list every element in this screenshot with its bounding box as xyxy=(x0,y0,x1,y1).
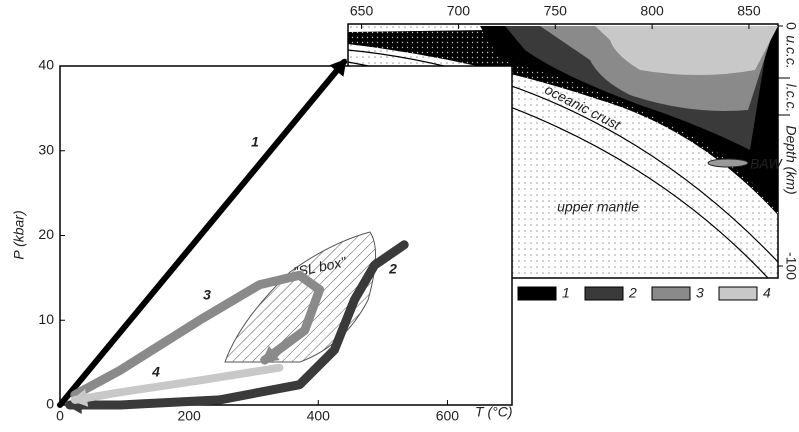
y-tick-label: 0 xyxy=(46,396,54,412)
x-tick-label: 0 xyxy=(56,408,64,424)
y-tick-label: 40 xyxy=(38,57,54,73)
x-tick-label: 850 xyxy=(737,3,761,19)
x-tick-label: 750 xyxy=(544,3,568,19)
pt-path xyxy=(57,58,348,408)
legend-label: 3 xyxy=(696,285,704,301)
legend-swatch xyxy=(584,286,624,301)
legend-swatch xyxy=(651,286,691,301)
section-label: upper mantle xyxy=(557,199,639,215)
pt-path xyxy=(70,363,284,404)
x-tick-label: 650 xyxy=(350,3,374,19)
x-tick-label: 200 xyxy=(177,408,201,424)
section-label: BAW xyxy=(750,156,783,172)
section-label: l.c.c. xyxy=(783,84,799,113)
path-label: 4 xyxy=(151,364,160,380)
arrow-head xyxy=(261,345,280,363)
slab-top xyxy=(347,49,779,263)
x-tick-label: 700 xyxy=(447,3,471,19)
y-tick-label: 30 xyxy=(38,141,54,157)
x-axis-label: T (°C) xyxy=(475,404,512,420)
baw-body xyxy=(707,158,749,168)
y-tick-label: 10 xyxy=(38,311,54,327)
pt-path xyxy=(65,240,409,410)
path-label: 1 xyxy=(251,134,259,150)
y-axis-label: P (kbar) xyxy=(11,210,27,259)
arrow-head xyxy=(329,58,347,77)
y-tick-label: 0 xyxy=(783,22,799,30)
path-label: 2 xyxy=(388,261,397,277)
unit-4 xyxy=(595,26,778,75)
y-tick-label: -100 xyxy=(783,252,799,280)
path-label: 3 xyxy=(203,287,211,303)
legend-label: 1 xyxy=(562,285,570,301)
y-axis-label: Depth (km) xyxy=(783,125,799,194)
x-tick-label: 800 xyxy=(640,3,664,19)
legend-swatch xyxy=(718,286,758,301)
legend-label: 2 xyxy=(628,285,637,301)
arrow-head xyxy=(70,389,89,407)
x-tick-label: 600 xyxy=(436,408,460,424)
legend-label: 4 xyxy=(763,285,771,301)
legend-swatch xyxy=(517,286,557,301)
pt-path xyxy=(70,270,325,400)
x-tick-label: 400 xyxy=(307,408,331,424)
y-tick-label: 20 xyxy=(38,226,54,242)
section-label: u.c.c. xyxy=(783,35,799,68)
